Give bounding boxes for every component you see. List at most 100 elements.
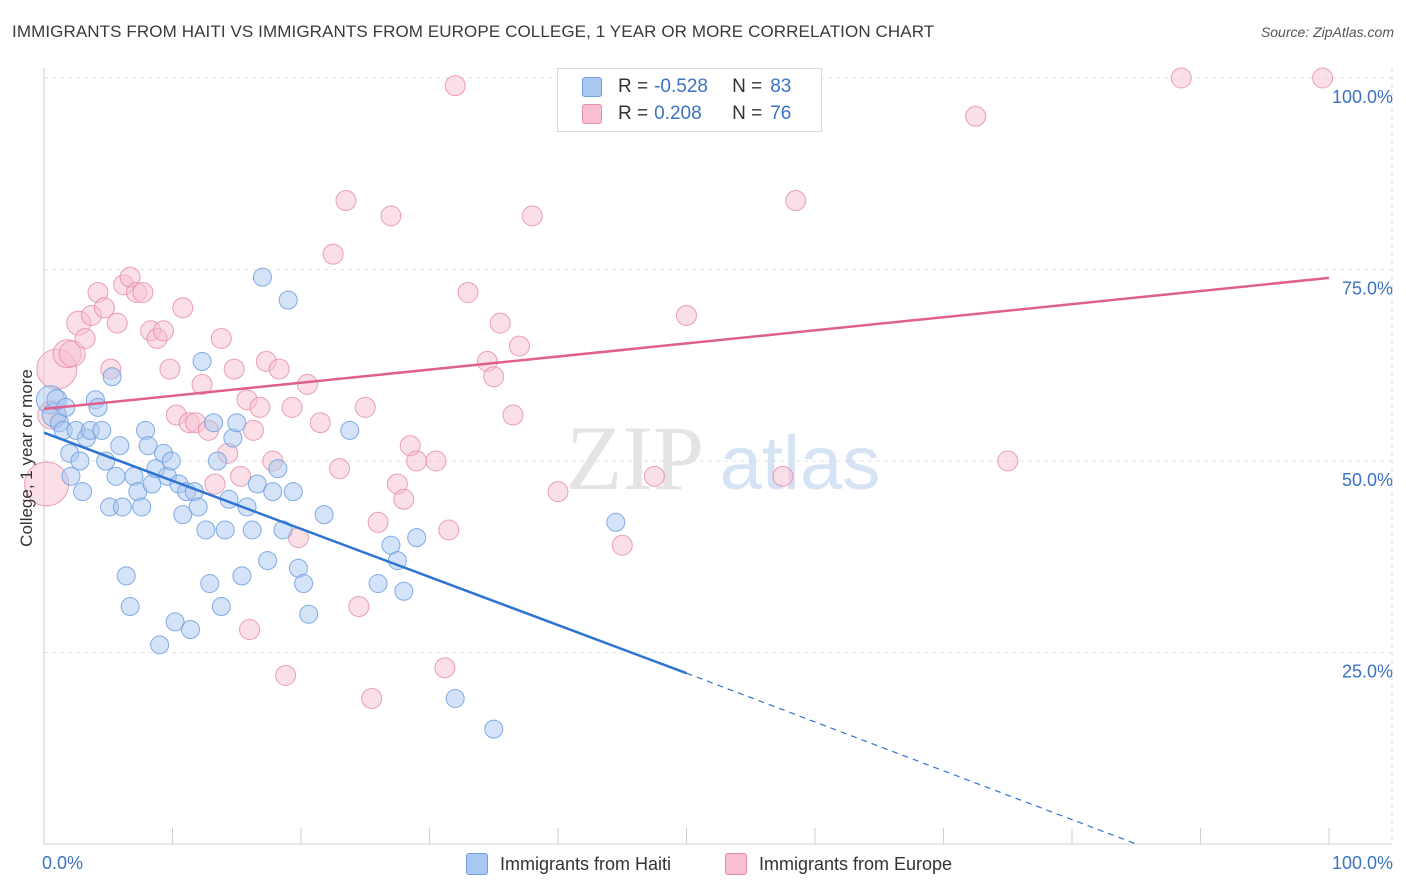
haiti-point [227,413,247,433]
europe-point [204,473,226,495]
haiti-point [150,635,170,655]
bottom-legend-label-europe: Immigrants from Europe [759,853,953,874]
grid-lines [44,68,1393,844]
haiti-point [445,688,465,708]
haiti-point [394,581,414,601]
haiti-point [61,466,81,486]
europe-point [367,511,389,533]
haiti-point [112,497,132,517]
europe-point [425,450,447,472]
europe-point [172,297,194,319]
bottom-legend-label-haiti: Immigrants from Haiti [500,853,672,874]
europe-point [242,419,264,441]
haiti-trend-extension [686,672,1137,845]
legend-n-label: N = [732,103,763,124]
haiti-point [106,466,126,486]
europe-point [230,465,252,487]
chart-title: IMMIGRANTS FROM HAITI VS IMMIGRANTS FROM… [12,22,935,41]
europe-point [106,312,128,334]
haiti-point [200,574,220,594]
europe-point [191,373,213,395]
haiti-point [283,482,303,502]
europe-point [521,205,543,227]
haiti-point [196,520,216,540]
haiti-points [35,267,626,739]
haiti-point [252,267,272,287]
europe-point [406,450,428,472]
europe-point [489,312,511,334]
europe-point [268,358,290,380]
bottom-legend-europe: Immigrants from Europe [725,851,952,877]
europe-point [354,396,376,418]
europe-point [676,304,697,326]
europe-point [444,75,466,97]
europe-point [508,335,530,357]
haiti-point [204,413,224,433]
europe-point [296,373,318,395]
x-tick-label: 0.0% [42,853,83,873]
europe-point [223,358,245,380]
haiti-point [263,482,283,502]
europe-point [74,327,96,349]
correlation-legend: R = -0.528 N = 83 R = 0.208 N = 76 [557,68,822,132]
europe-point [1170,67,1192,89]
haiti-point [258,551,278,571]
europe-point [502,404,524,426]
europe-point [380,205,402,227]
haiti-point [247,474,267,494]
europe-point [309,412,331,434]
europe-point [965,105,987,127]
europe-point [132,281,154,303]
europe-point [249,396,271,418]
haiti-point [207,451,227,471]
europe-point [361,687,383,709]
haiti-point [368,574,388,594]
europe-point [483,366,505,388]
legend-r-value-haiti: -0.528 [654,76,708,97]
haiti-point [232,566,252,586]
y-tick-label: 100.0% [1332,87,1393,107]
legend-r-label: R = [618,76,649,97]
legend-n-label: N = [732,76,763,97]
europe-point [438,519,460,541]
europe-point [643,465,665,487]
europe-trend-line [43,276,1330,411]
haiti-point [102,367,122,387]
haiti-point [92,420,112,440]
haiti-point [132,497,152,517]
europe-point [785,190,807,212]
haiti-point [242,520,262,540]
europe-point [281,396,303,418]
legend-swatch-haiti [582,77,602,97]
y-tick-label: 25.0% [1342,662,1393,682]
haiti-point [138,436,158,456]
tick-labels: 25.0% 50.0% 75.0% 100.0% 0.0% 100.0% [42,87,1393,873]
europe-point [457,281,479,303]
watermark-atlas: atlas [720,421,881,506]
europe-point [159,358,181,380]
source-label: Source: ZipAtlas.com [1260,24,1394,40]
europe-point [393,488,415,510]
haiti-point [88,397,108,417]
haiti-point [165,612,185,632]
watermark-zip: ZIP [566,407,704,509]
bottom-legend-haiti: Immigrants from Haiti [466,851,671,877]
europe-point [153,320,175,342]
y-tick-label: 75.0% [1342,279,1393,299]
europe-point [348,596,370,618]
haiti-point [215,520,235,540]
haiti-point [407,528,427,548]
europe-point [329,458,351,480]
y-axis-label: College, 1 year or more [17,369,36,547]
europe-point [611,534,633,556]
haiti-point [211,597,231,617]
europe-point [335,190,357,212]
haiti-trend-line [43,431,687,675]
europe-point [275,664,297,686]
axes [43,68,1392,845]
haiti-point [192,351,212,371]
haiti-point [299,604,319,624]
europe-point [93,297,115,319]
haiti-point [120,597,140,617]
haiti-point [188,497,208,517]
